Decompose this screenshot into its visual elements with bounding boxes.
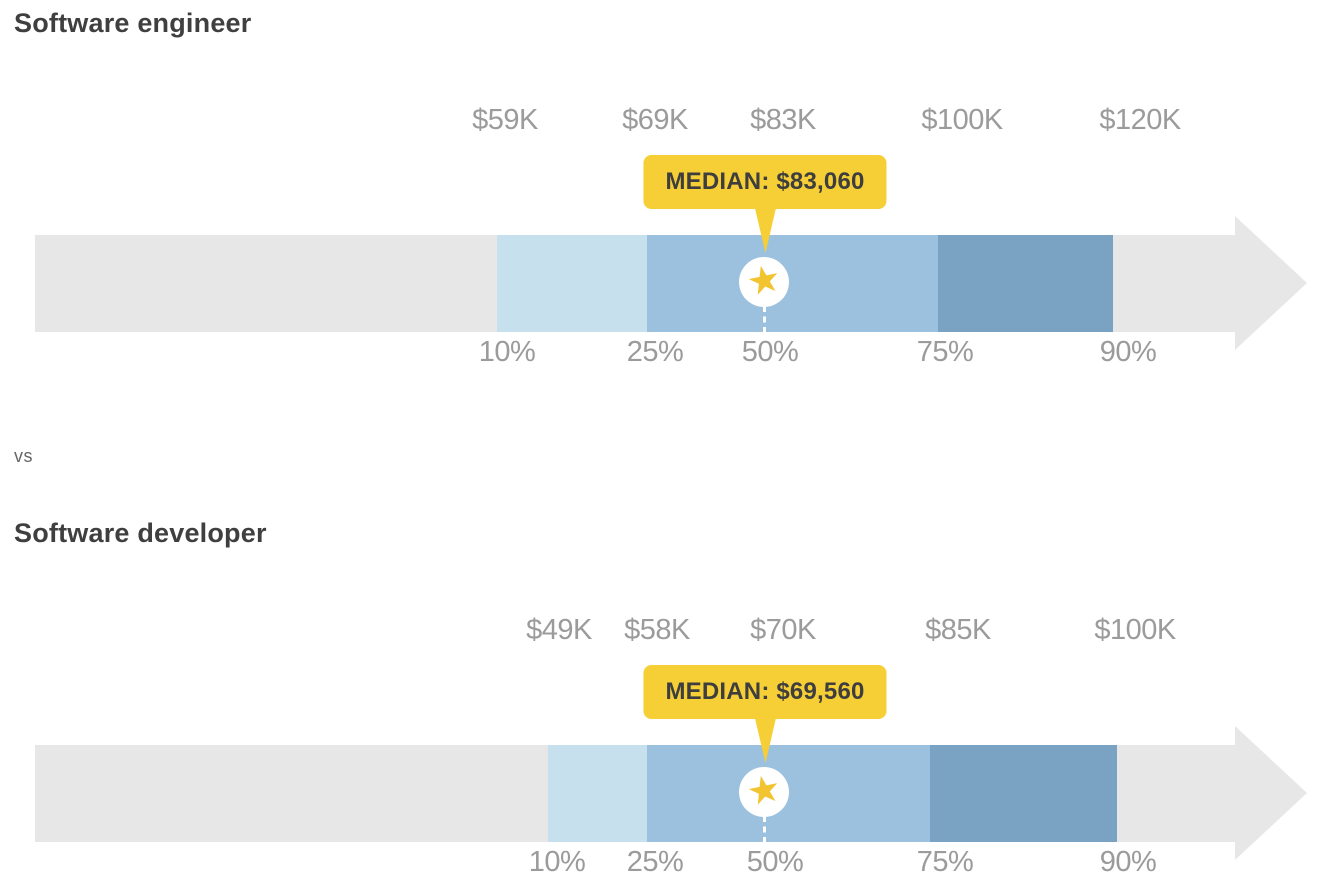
median-marker: ★ — [739, 256, 789, 307]
salary-label-p90: $120K — [1099, 104, 1181, 136]
salary-label-p25: $58K — [624, 614, 690, 646]
vs-label: vs — [14, 446, 33, 466]
median-callout-tail — [753, 716, 776, 763]
chart-title: Software engineer — [14, 8, 252, 38]
median-callout: MEDIAN: $69,560 — [643, 665, 887, 763]
arrow-right-icon — [1235, 726, 1307, 860]
pct-label-90: 90% — [1099, 846, 1157, 878]
segment-10-25 — [548, 745, 647, 842]
arrow-right-icon — [1235, 216, 1307, 350]
salary-chart-software-engineer: Software engineer $59K $69K $83K $100K $… — [0, 0, 1320, 400]
salary-label-p50: $70K — [750, 614, 816, 646]
pct-label-75: 75% — [916, 846, 974, 878]
pct-label-10: 10% — [478, 336, 536, 368]
median-callout-label: MEDIAN: $69,560 — [643, 665, 887, 719]
median-callout-label: MEDIAN: $83,060 — [643, 155, 887, 209]
chart-title: Software developer — [14, 518, 267, 548]
pct-label-25: 25% — [626, 846, 684, 878]
salary-label-p10: $59K — [472, 104, 538, 136]
segment-10-25 — [497, 235, 647, 332]
median-callout: MEDIAN: $83,060 — [643, 155, 887, 253]
salary-range-bar — [35, 745, 1235, 842]
median-marker: ★ — [739, 766, 789, 817]
median-dash-line — [763, 306, 766, 333]
pct-label-10: 10% — [528, 846, 586, 878]
salary-chart-software-developer: Software developer $49K $58K $70K $85K $… — [0, 510, 1320, 888]
salary-range-bar — [35, 235, 1235, 332]
pct-label-90: 90% — [1099, 336, 1157, 368]
segment-25-75 — [647, 235, 938, 332]
pct-label-25: 25% — [626, 336, 684, 368]
star-icon: ★ — [742, 766, 786, 815]
segment-75-90 — [938, 235, 1113, 332]
salary-label-p75: $100K — [921, 104, 1003, 136]
salary-label-p75: $85K — [925, 614, 991, 646]
median-dash-line — [763, 816, 766, 843]
salary-label-p25: $69K — [622, 104, 688, 136]
salary-label-p90: $100K — [1094, 614, 1176, 646]
pct-label-75: 75% — [916, 336, 974, 368]
salary-label-p50: $83K — [750, 104, 816, 136]
pct-label-50: 50% — [741, 336, 799, 368]
pct-label-50: 50% — [746, 846, 804, 878]
salary-label-p10: $49K — [526, 614, 592, 646]
segment-75-90 — [930, 745, 1117, 842]
star-icon: ★ — [742, 256, 786, 305]
median-callout-tail — [753, 206, 776, 253]
